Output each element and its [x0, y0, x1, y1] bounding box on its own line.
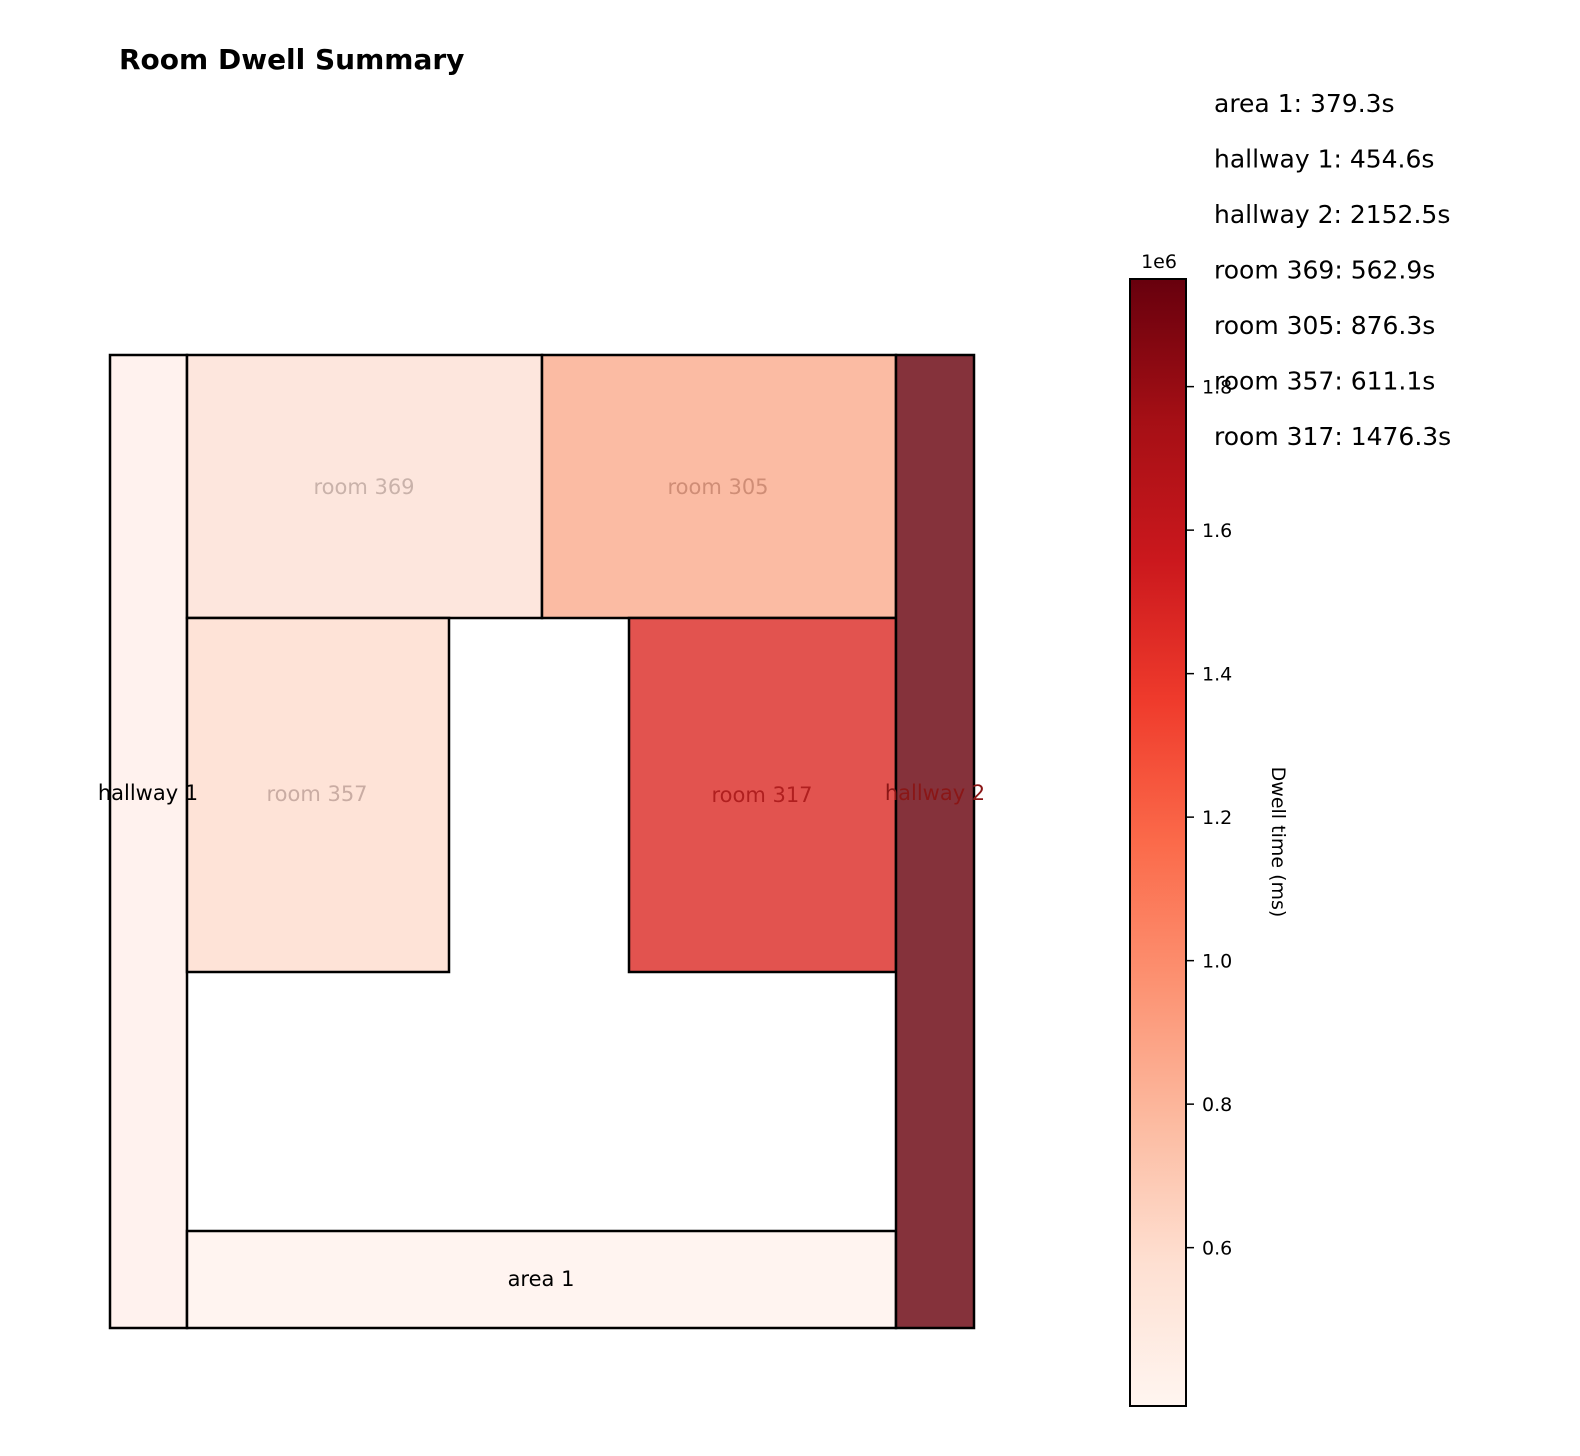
colorbar-axis-label: Dwell time (ms): [1267, 767, 1289, 918]
colorbar-tick-label: 0.6: [1202, 1238, 1232, 1260]
summary-line: area 1: 379.3s: [1214, 89, 1395, 118]
label-area-1: area 1: [508, 1267, 575, 1291]
colorbar-tick-label: 1.8: [1202, 377, 1232, 399]
summary-line: room 305: 876.3s: [1214, 311, 1435, 340]
summary-line: room 317: 1476.3s: [1214, 422, 1451, 451]
region-area-1: [185, 1229, 898, 1330]
label-room-369: room 369: [313, 475, 414, 499]
dwell-summary-legend: area 1: 379.3s hallway 1: 454.6s hallway 2…: [1214, 89, 1451, 451]
colorbar-gradient: [1129, 278, 1187, 1407]
colorbar-ticks: 0.6 0.8 1.0 1.2 1.4 1.6 1.8: [1186, 377, 1232, 1260]
region-room-305: [540, 353, 898, 620]
colorbar-tick-label: 1.0: [1202, 951, 1232, 973]
label-hallway-2: hallway 2: [885, 781, 985, 805]
summary-line: hallway 1: 454.6s: [1214, 145, 1434, 174]
label-hallway-1: hallway 1: [98, 781, 198, 805]
colorbar-tick-label: 1.2: [1202, 807, 1232, 829]
colorbar-tick-label: 0.8: [1202, 1094, 1232, 1116]
label-room-305: room 305: [667, 475, 768, 499]
summary-line: room 357: 611.1s: [1214, 367, 1435, 396]
label-room-357: room 357: [266, 782, 367, 806]
region-room-357: [185, 616, 451, 974]
floorplan: hallway 1 room 369 room 305 room 357 room 31…: [98, 353, 985, 1330]
region-hallway-1: [108, 353, 189, 1330]
label-room-317: room 317: [711, 783, 812, 807]
colorbar-scale-label: 1e6: [1141, 251, 1177, 273]
summary-line: hallway 2: 2152.5s: [1214, 200, 1450, 229]
summary-line: room 369: 562.9s: [1214, 256, 1435, 285]
colorbar-tick-label: 1.4: [1202, 664, 1232, 686]
region-room-369: [185, 353, 544, 620]
colorbar-tick-label: 1.6: [1202, 520, 1232, 542]
region-hallway-2: [894, 353, 976, 1330]
region-room-317: [627, 616, 898, 974]
colorbar: 1e6 0.6 0.8 1.0 1.2 1.4 1.6 1.8 Dwell time (ms…: [1129, 251, 1289, 1407]
chart-title: Room Dwell Summary: [119, 43, 464, 76]
